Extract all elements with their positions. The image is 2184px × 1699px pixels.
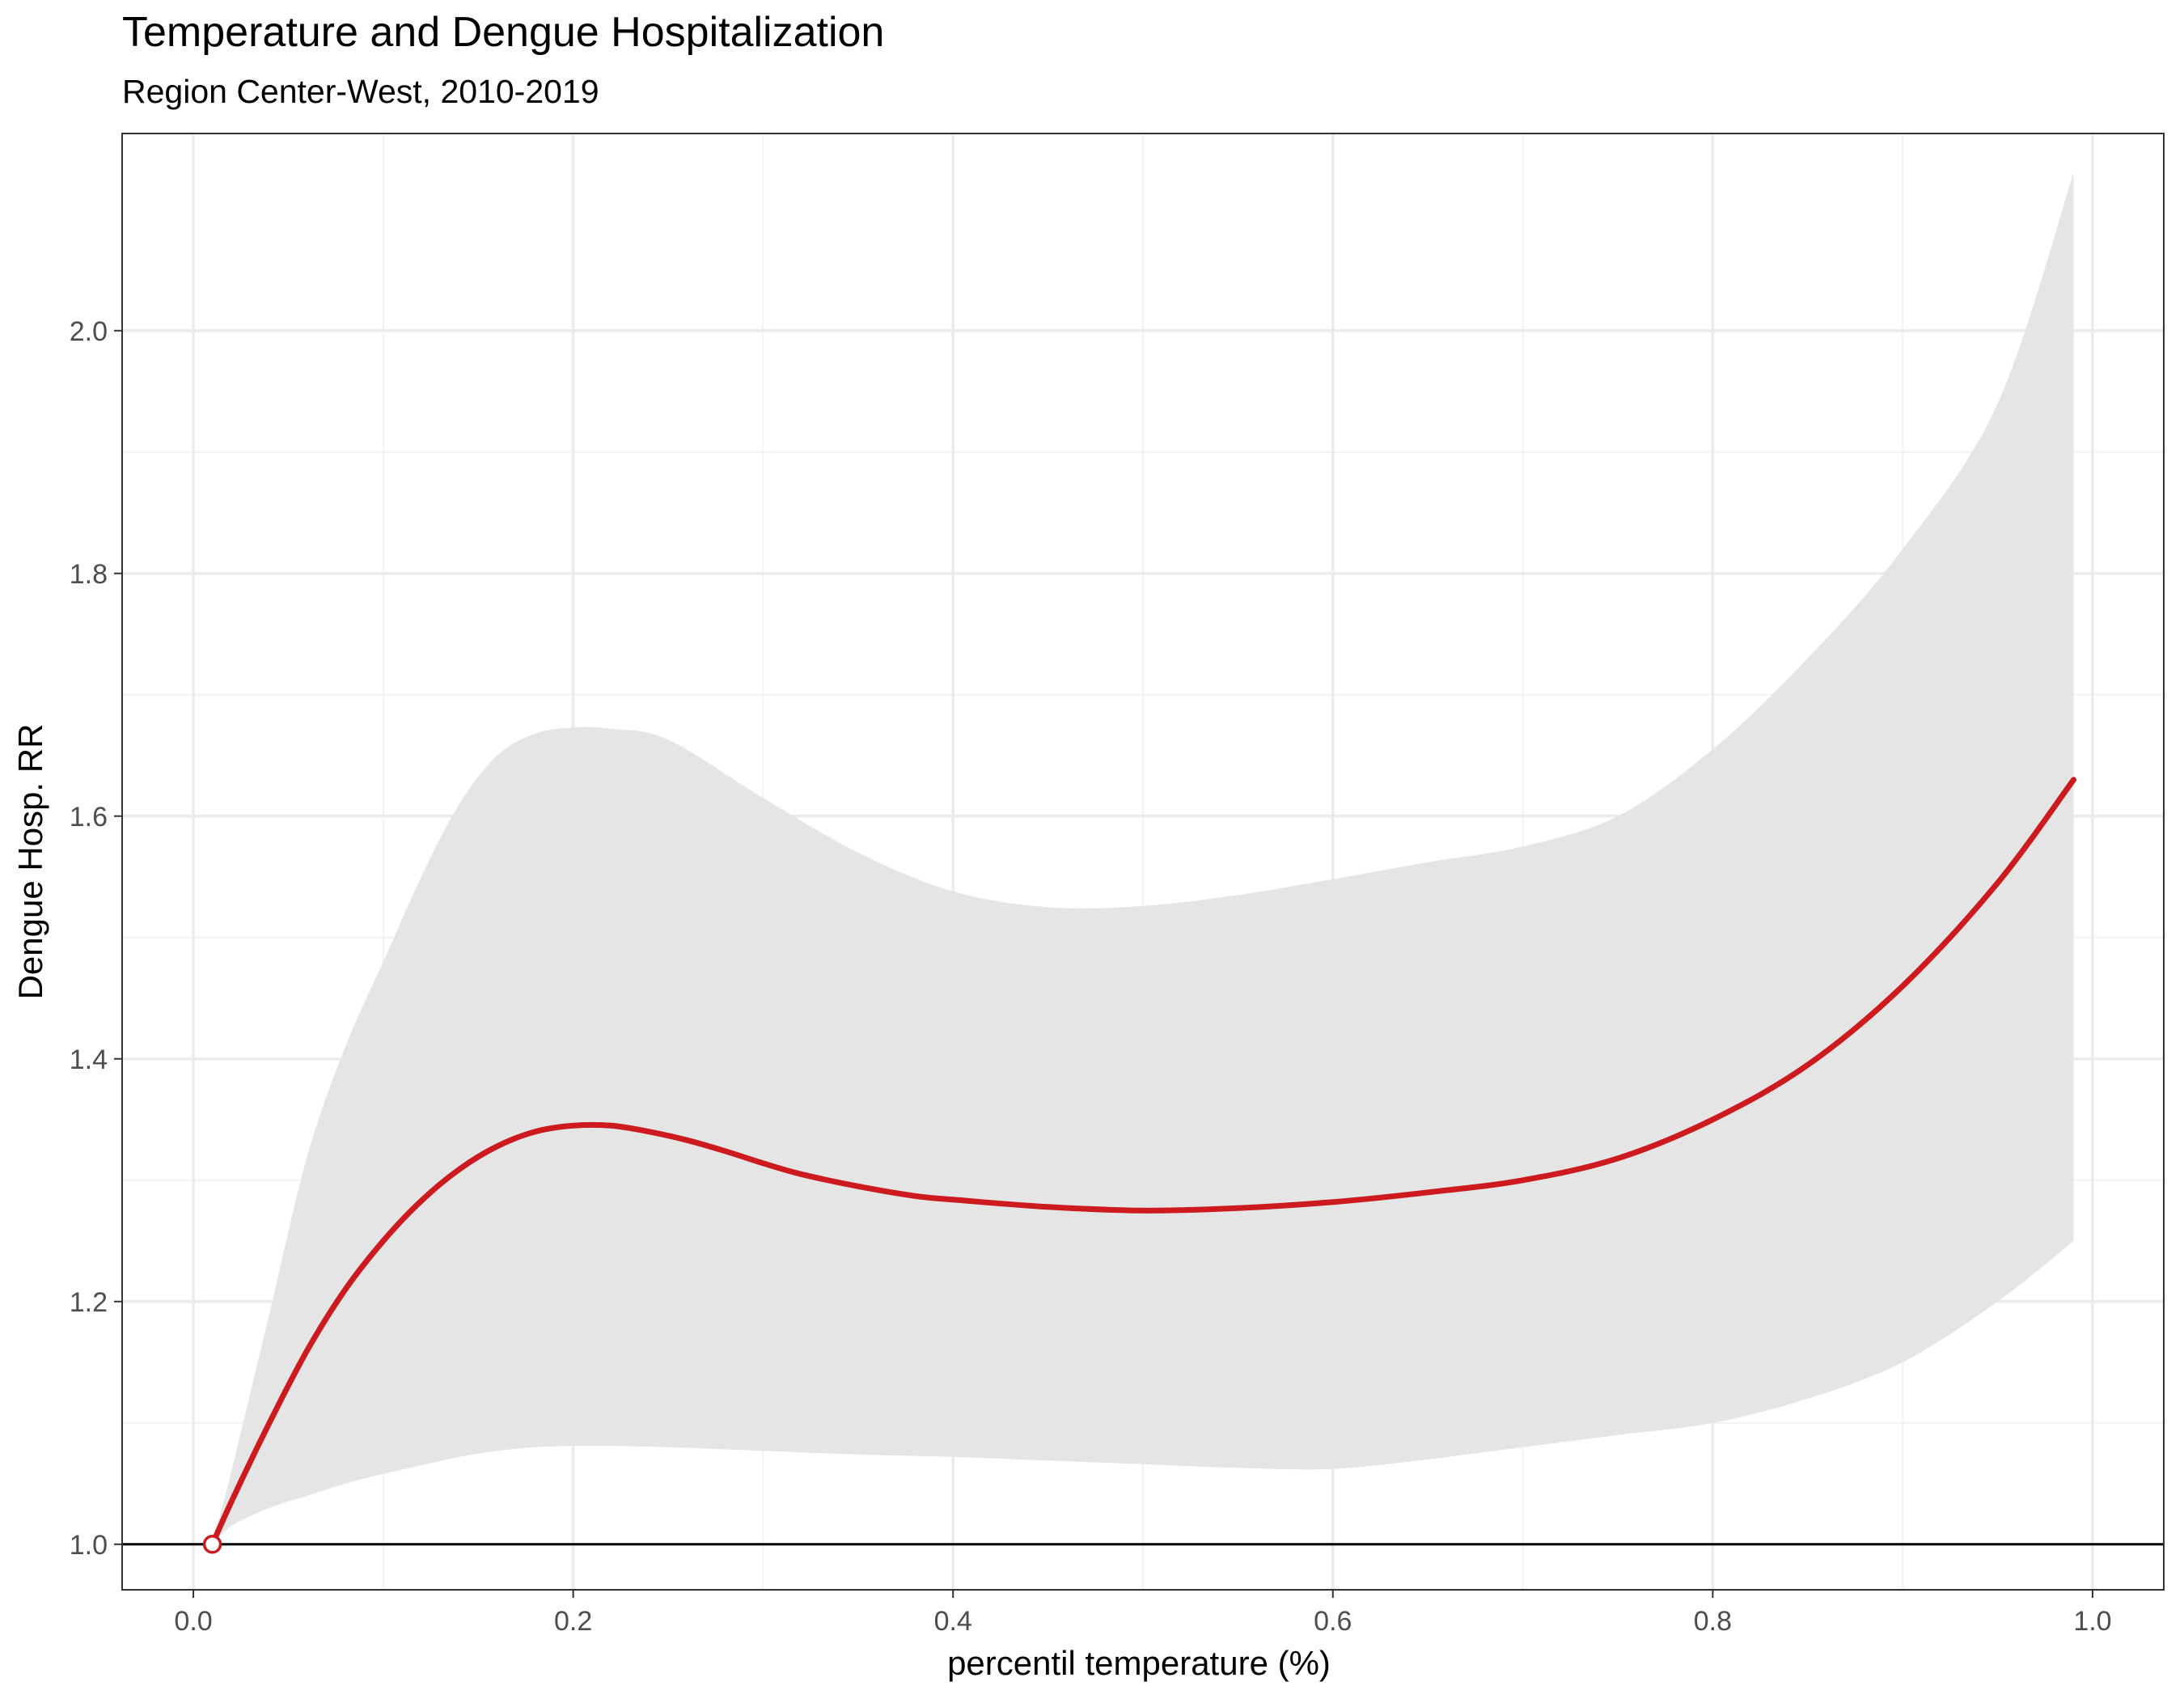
x-tick-label: 1.0 [2073,1606,2111,1637]
x-tick-label: 0.0 [174,1606,212,1637]
chart-subtitle: Region Center-West, 2010-2019 [122,73,599,110]
y-axis-title: Dengue Hosp. RR [11,724,49,1000]
x-tick-label: 0.8 [1694,1606,1732,1637]
chart-title: Temperature and Dengue Hospitalization [122,9,885,56]
y-axis: 1.0 1.2 1.4 1.6 1.8 2.0 [70,316,122,1561]
rr-curve [210,777,2076,1548]
y-tick-label: 1.6 [70,802,108,833]
y-tick-label: 1.4 [70,1044,108,1075]
plot-border [121,133,2165,1591]
y-tick-label: 1.0 [70,1530,108,1561]
confidence-band [212,172,2074,1544]
y-tick-label: 1.8 [70,559,108,590]
reference-point [202,1535,222,1554]
x-tick-label: 0.2 [554,1606,592,1637]
x-tick-label: 0.6 [1314,1606,1352,1637]
x-axis-title: percentil temperature (%) [947,1644,1331,1682]
y-tick-label: 1.2 [70,1287,108,1318]
x-axis: 0.0 0.2 0.4 0.6 0.8 1.0 [174,1590,2112,1637]
y-tick-label: 2.0 [70,316,108,347]
x-tick-label: 0.4 [934,1606,972,1637]
